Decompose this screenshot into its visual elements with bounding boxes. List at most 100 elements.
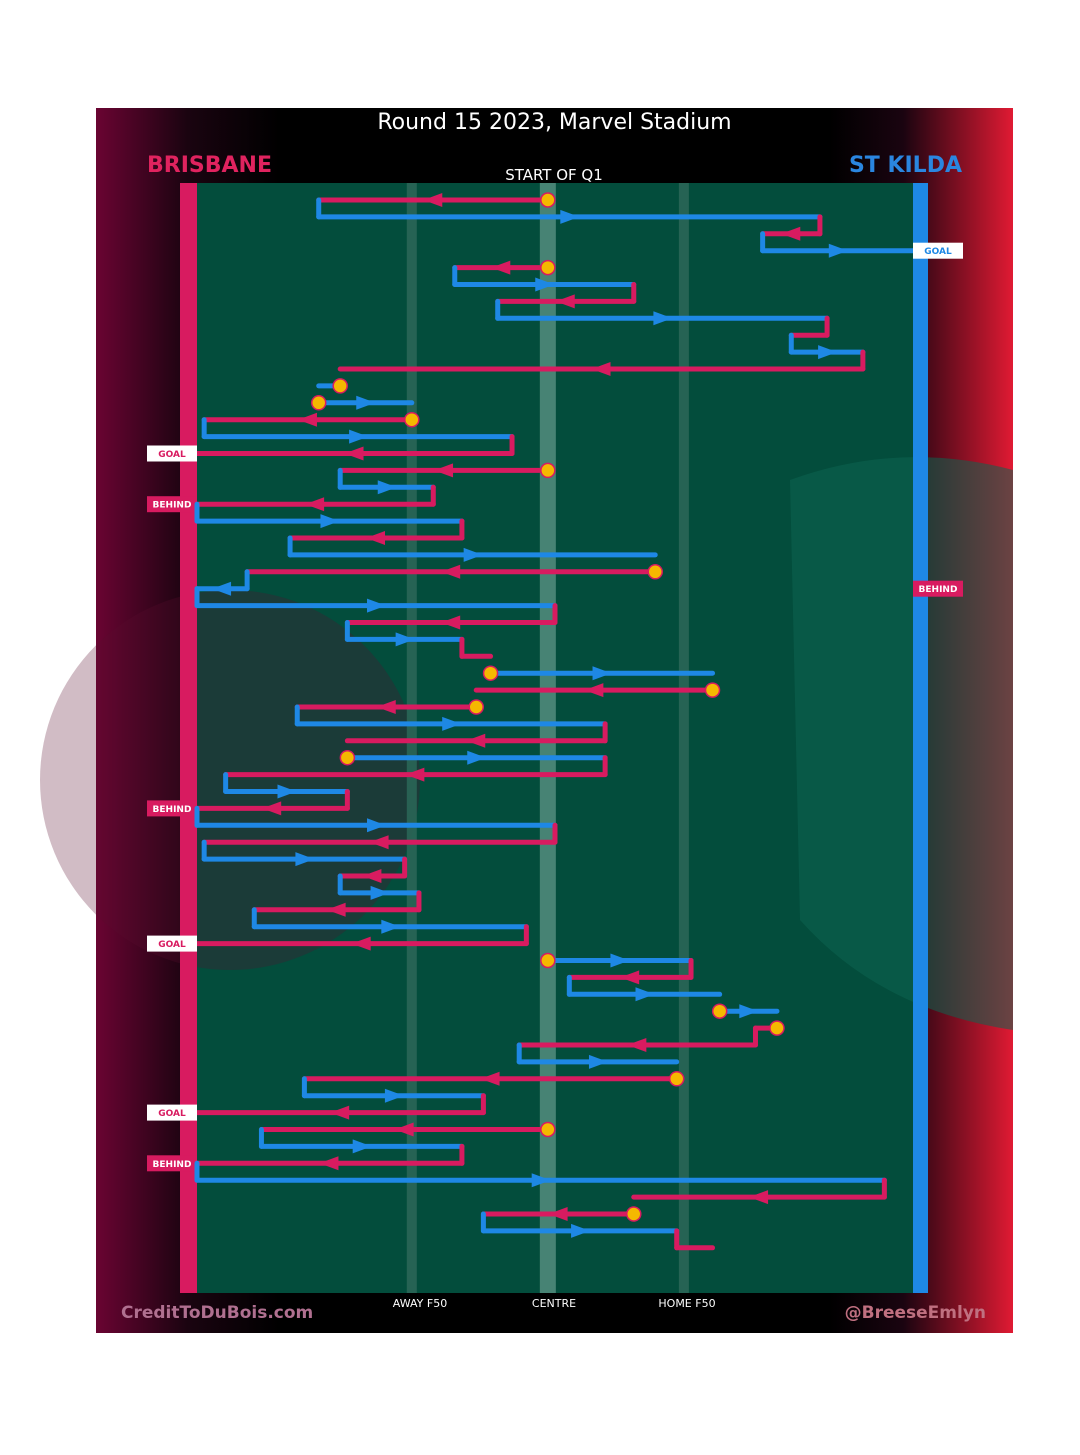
stoppage-marker-49 — [769, 1020, 785, 1036]
tick-label-centre: CENTRE — [531, 1297, 577, 1310]
chain-arrow-39 — [295, 852, 315, 867]
credit-right: @BreeseEmlyn — [844, 1303, 986, 1323]
chain-arrow-9 — [818, 345, 838, 360]
credit-left: CreditToDuBois.com — [121, 1303, 314, 1323]
result-badge-57: BEHIND — [147, 1155, 197, 1172]
chain-arrow-20 — [366, 531, 385, 545]
chain-arrow-10 — [591, 362, 611, 376]
chain-arrow-59 — [749, 1190, 769, 1205]
chain-arrow-61 — [571, 1223, 591, 1238]
stoppage-marker-60 — [626, 1206, 642, 1222]
stoppage-marker-55 — [540, 1121, 556, 1138]
team-left-label: BRISBANE — [147, 153, 272, 178]
chain-arrow-19 — [320, 514, 340, 529]
tick-label-home-f50: HOME F50 — [658, 1297, 716, 1310]
chain-arrow-5 — [535, 277, 555, 292]
svg-text:GOAL: GOAL — [924, 247, 952, 257]
chain-arrow-25 — [441, 615, 461, 630]
stoppage-marker-45 — [540, 952, 556, 969]
chain-arrow-0 — [423, 193, 443, 207]
chart-subtitle: START OF Q1 — [505, 166, 603, 184]
result-badge-54: GOAL — [147, 1104, 197, 1121]
chain-arrow-48 — [739, 1004, 759, 1019]
stoppage-marker-52 — [668, 1071, 685, 1087]
chain-arrow-47 — [635, 987, 655, 1002]
tick-line-2 — [678, 183, 689, 1293]
chain-arrow-43 — [381, 919, 401, 934]
chain-arrow-45 — [610, 953, 630, 968]
chain-arrow-7 — [653, 311, 673, 326]
chain-arrow-51 — [588, 1054, 608, 1069]
svg-text:BEHIND: BEHIND — [919, 585, 958, 595]
chain-arrow-50 — [627, 1038, 647, 1052]
chain-arrow-38 — [369, 835, 389, 850]
chain-arrow-53 — [384, 1088, 404, 1103]
chain-arrow-4 — [491, 260, 511, 275]
result-badge-15: GOAL — [147, 445, 197, 462]
svg-text:GOAL: GOAL — [158, 450, 186, 460]
stoppage-marker-12 — [310, 395, 327, 411]
chain-arrow-32 — [466, 733, 486, 748]
chain-arrow-21 — [463, 547, 483, 562]
chain-arrow-13 — [297, 412, 317, 427]
stoppage-marker-16 — [540, 462, 556, 479]
chain-arrow-29 — [584, 683, 604, 698]
chart-title: Round 15 2023, Marvel Stadium — [377, 110, 732, 135]
stoppage-marker-33 — [339, 749, 356, 766]
svg-text:GOAL: GOAL — [158, 940, 186, 950]
chain-arrow-55 — [394, 1122, 414, 1137]
stoppage-marker-22 — [647, 564, 663, 580]
result-badge-44: GOAL — [147, 935, 197, 952]
chain-arrow-37 — [367, 818, 386, 833]
chain-arrow-56 — [352, 1139, 372, 1154]
stoppage-marker-29 — [704, 682, 721, 698]
chain-arrow-46 — [620, 970, 640, 985]
chain-arrow-1 — [560, 209, 580, 224]
svg-text:GOAL: GOAL — [158, 1109, 186, 1119]
svg-text:BEHIND: BEHIND — [153, 1160, 192, 1170]
chain-arrow-30 — [376, 700, 396, 714]
chain-arrow-41 — [370, 885, 390, 900]
chain-arrow-40 — [362, 869, 382, 883]
chain-arrow-36 — [262, 801, 282, 816]
chain-arrow-31 — [442, 716, 462, 731]
chain-arrow-60 — [548, 1207, 568, 1221]
svg-text:BEHIND: BEHIND — [153, 501, 192, 511]
chain-arrow-15 — [344, 446, 364, 461]
right-goal-line — [913, 183, 928, 1293]
stoppage-marker-11 — [332, 378, 348, 394]
chain-arrow-6 — [555, 294, 575, 309]
stoppage-marker-0 — [540, 192, 556, 208]
chain-arrow-22 — [441, 564, 461, 579]
chain-arrow-33 — [467, 750, 487, 765]
chain-arrow-35 — [277, 784, 297, 799]
tick-line-1 — [539, 183, 556, 1293]
chain-arrow-14 — [349, 429, 369, 444]
chain-arrow-57 — [319, 1156, 339, 1171]
watermark-left — [40, 590, 420, 970]
chain-arrow-17 — [377, 480, 397, 495]
chain-arrow-2 — [781, 226, 801, 241]
team-right-label: ST KILDA — [848, 153, 962, 178]
stoppage-marker-48 — [711, 1003, 728, 1019]
result-badge-23: BEHIND — [913, 580, 963, 597]
tick-label-away-f50: AWAY F50 — [392, 1297, 448, 1310]
chain-arrow-34 — [405, 767, 425, 782]
stoppage-marker-13 — [404, 411, 420, 428]
stoppage-marker-28 — [482, 665, 499, 681]
chain-arrow-42 — [326, 902, 346, 917]
chain-arrow-24 — [367, 598, 386, 613]
chain-arrow-54 — [330, 1105, 350, 1120]
svg-text:BEHIND: BEHIND — [153, 805, 192, 815]
chain-arrow-28 — [592, 666, 612, 681]
stoppage-marker-30 — [468, 699, 484, 715]
chain-arrow-16 — [434, 463, 454, 478]
chain-arrow-58 — [531, 1173, 551, 1188]
watermark-right — [790, 457, 1013, 1031]
result-badge-18: BEHIND — [147, 496, 197, 513]
stoppage-marker-4 — [540, 259, 556, 276]
chain-arrow-52 — [480, 1071, 500, 1086]
left-goal-line — [180, 183, 197, 1293]
tick-line-0 — [406, 183, 417, 1293]
chain-arrow-18 — [305, 497, 325, 512]
